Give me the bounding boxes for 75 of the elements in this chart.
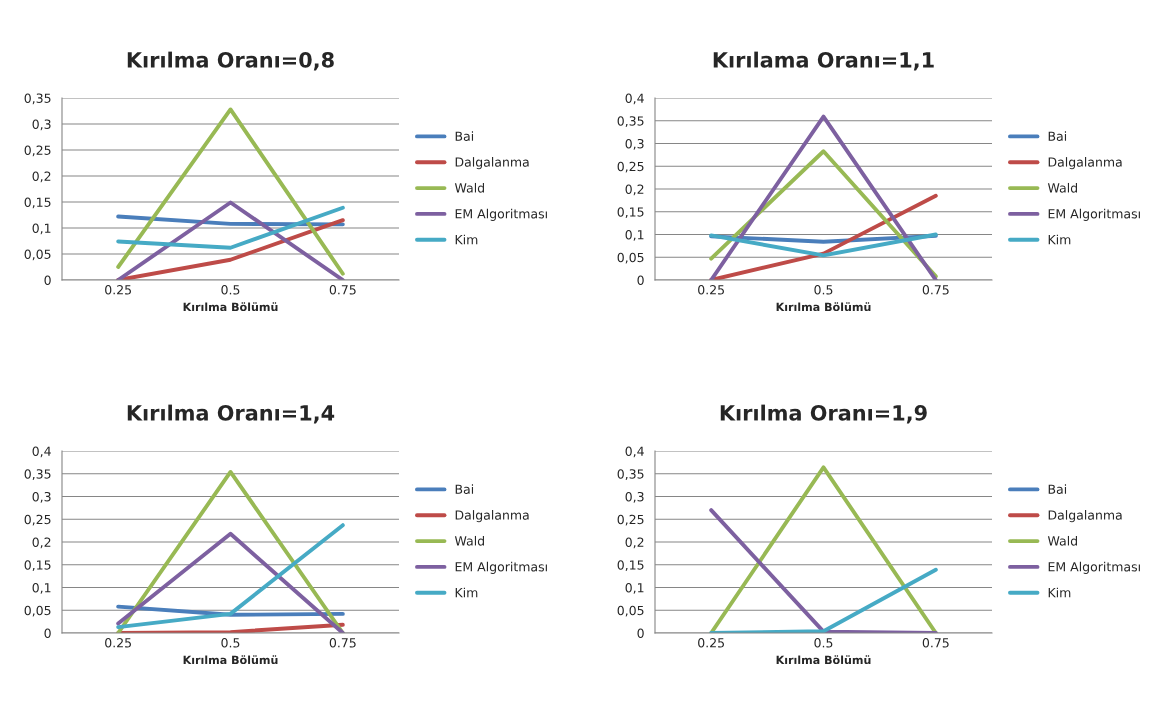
y-tick-label: 0,25 [617, 514, 644, 526]
x-tick-label: 0.5 [221, 638, 240, 648]
legend-label: EM Algoritması [1048, 561, 1140, 574]
y-tick-label: 0,25 [24, 145, 51, 157]
y-tick-label: 0,4 [32, 446, 51, 458]
x-tick-label: 0.25 [698, 285, 724, 295]
y-tick-label: 0,15 [24, 197, 51, 209]
legend-label: Dalgalanma [1048, 510, 1122, 523]
legend-label: Wald [1047, 535, 1077, 546]
legend-label: Bai [1048, 484, 1067, 494]
y-tick-label: 0,2 [32, 171, 51, 183]
legend-label: Dalgalanma [455, 510, 529, 523]
chart-title: Kırılma Oranı=1,4 [127, 404, 335, 424]
x-tick-label: 0.25 [105, 638, 131, 648]
y-tick-label: 0,3 [625, 138, 644, 150]
legend-label: Kim [455, 234, 478, 245]
y-tick-label: 0,35 [24, 469, 51, 480]
x-axis-title: Kırılma Bölümü [776, 302, 871, 312]
x-tick-label: 0.5 [221, 285, 240, 295]
y-tick-label: 0 [44, 275, 51, 285]
y-tick-label: 0,1 [625, 229, 644, 241]
y-tick-label: 0,05 [24, 249, 51, 261]
x-axis-title: Kırılma Bölümü [183, 655, 278, 665]
legend-label: Bai [455, 484, 474, 494]
legend-label: Wald [454, 182, 484, 193]
y-tick-label: 0 [637, 275, 644, 285]
y-tick-label: 0,05 [617, 252, 644, 264]
y-tick-label: 0,15 [617, 560, 644, 571]
x-tick-label: 0.25 [105, 285, 131, 295]
x-tick-label: 0.75 [922, 285, 949, 295]
chart-title: Kırılama Oranı=1,1 [713, 51, 934, 71]
legend-label: EM Algoritması [1048, 208, 1140, 221]
y-tick-label: 0,1 [625, 582, 644, 594]
legend-label: EM Algoritması [455, 208, 547, 221]
legend-label: Kim [1048, 234, 1071, 245]
y-tick-label: 0 [44, 628, 51, 638]
y-tick-label: 0,3 [32, 491, 51, 503]
y-tick-label: 0,35 [617, 116, 644, 127]
legend-label: Bai [1048, 131, 1067, 141]
y-tick-label: 0,15 [24, 560, 51, 571]
y-tick-label: 0,15 [617, 207, 644, 218]
y-tick-label: 0,4 [625, 93, 644, 105]
x-axis-title: Kırılma Bölümü [183, 302, 278, 312]
y-tick-label: 0,1 [32, 582, 51, 594]
x-tick-label: 0.75 [922, 638, 949, 648]
y-tick-label: 0,4 [625, 446, 644, 458]
x-tick-label: 0.5 [814, 285, 833, 295]
x-tick-label: 0.75 [329, 285, 356, 295]
legend-label: Kim [1048, 587, 1071, 598]
y-tick-label: 0,1 [32, 223, 51, 235]
y-tick-label: 0,2 [32, 537, 51, 549]
y-tick-label: 0 [637, 628, 644, 638]
legend-label: Bai [455, 131, 474, 141]
legend-label: Wald [454, 535, 484, 546]
legend-label: Dalgalanma [1048, 157, 1122, 170]
x-tick-label: 0.5 [814, 638, 833, 648]
legend-label: EM Algoritması [455, 561, 547, 574]
y-tick-label: 0,25 [24, 514, 51, 526]
y-tick-label: 0,25 [617, 161, 644, 173]
y-tick-label: 0,2 [625, 184, 644, 196]
y-tick-label: 0,05 [24, 605, 51, 617]
y-tick-label: 0,3 [32, 119, 51, 131]
legend-label: Dalgalanma [455, 157, 529, 170]
y-tick-label: 0,35 [24, 93, 51, 105]
y-tick-label: 0,35 [617, 469, 644, 480]
chart-title: Kırılma Oranı=0,8 [127, 51, 334, 71]
legend-label: Kim [455, 587, 478, 598]
x-tick-label: 0.75 [329, 638, 356, 648]
x-axis-title: Kırılma Bölümü [776, 655, 871, 665]
legend-label: Wald [1047, 182, 1077, 193]
y-tick-label: 0,2 [625, 537, 644, 549]
chart-title: Kırılma Oranı=1,9 [720, 404, 927, 424]
y-tick-label: 0,3 [625, 491, 644, 503]
y-tick-label: 0,05 [617, 605, 644, 617]
x-tick-label: 0.25 [698, 638, 724, 648]
